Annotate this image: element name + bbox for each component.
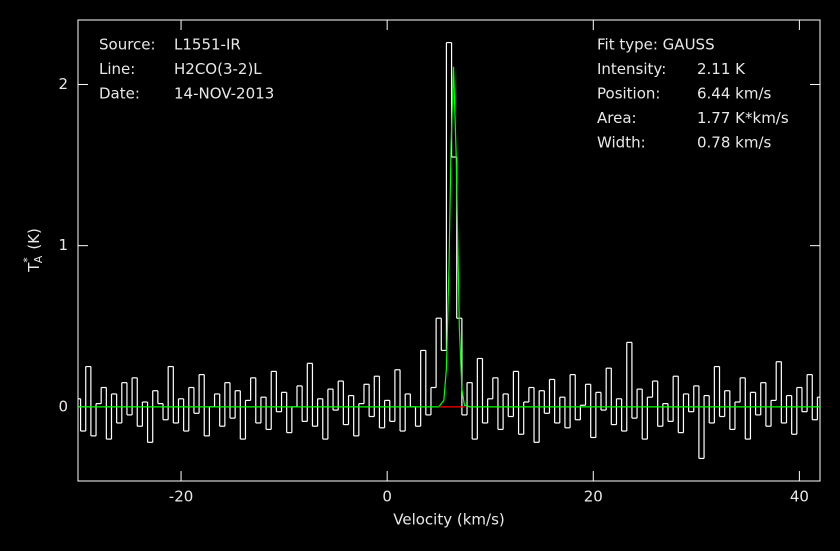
y-tick-label: 1 xyxy=(58,236,68,254)
info-value: 14-NOV-2013 xyxy=(174,85,274,103)
plot-frame xyxy=(77,19,821,482)
y-label-symbol: T xyxy=(25,262,43,273)
x-tick-label: 0 xyxy=(382,488,392,506)
x-tick-label: 20 xyxy=(584,488,603,506)
info-label: Source: xyxy=(99,36,156,54)
fit-label: Width: xyxy=(597,134,646,152)
fit-value: 1.77 K*km/s xyxy=(697,109,789,127)
y-axis-label: T*A (K) xyxy=(21,228,45,273)
x-axis-label: Velocity (km/s) xyxy=(393,511,504,529)
fit-value: 6.44 km/s xyxy=(697,85,772,103)
x-tick-label: -20 xyxy=(169,488,194,506)
fit-line xyxy=(78,66,820,408)
fit-type: Fit type: GAUSS xyxy=(597,36,715,54)
y-label-sub: A xyxy=(32,255,45,263)
y-label-sup: * xyxy=(21,257,34,263)
fit-label: Area: xyxy=(597,109,637,127)
y-tick-label: 0 xyxy=(58,397,68,415)
info-label: Line: xyxy=(99,60,135,78)
fit-label: Intensity: xyxy=(597,60,666,78)
info-value: L1551-IR xyxy=(174,36,241,54)
fit-value: 0.78 km/s xyxy=(697,134,772,152)
y-label-unit: (K) xyxy=(25,228,43,250)
fit-value: 2.11 K xyxy=(697,60,746,78)
step-risers xyxy=(79,42,819,459)
info-value: H2CO(3-2)L xyxy=(174,60,262,78)
x-tick-label: 40 xyxy=(790,488,809,506)
y-tick-label: 2 xyxy=(58,75,68,93)
fit-label: Position: xyxy=(597,85,660,103)
info-label: Date: xyxy=(99,85,140,103)
